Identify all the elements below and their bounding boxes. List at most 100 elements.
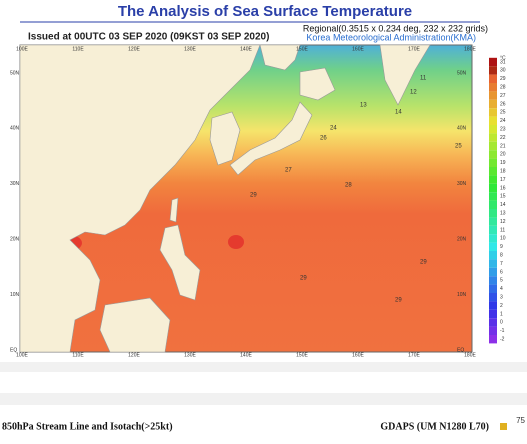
colorbar-label: 17 (500, 177, 506, 183)
colorbar-swatch (489, 242, 497, 251)
colorbar-label: 13 (500, 211, 506, 217)
lat-label: 50N (457, 70, 467, 76)
contour-label: 11 (420, 76, 427, 82)
strip (0, 393, 527, 405)
colorbar-label: 15 (500, 194, 506, 200)
taiwan (169, 197, 179, 223)
title: The Analysis of Sea Surface Temperature (118, 3, 412, 20)
colorbar-label: 1 (500, 311, 503, 317)
colorbar-label: 28 (500, 85, 506, 91)
colorbar-swatch (489, 150, 497, 159)
lat-label: 10N (457, 292, 467, 298)
lon-label: 180E (464, 46, 476, 52)
contour-label: 27 (285, 168, 292, 174)
colorbar-label: 6 (500, 269, 503, 275)
lat-label: 40N (10, 126, 20, 132)
colorbar-label: 29 (500, 76, 506, 82)
contour-label: 14 (395, 110, 402, 116)
colorbar-label: 9 (500, 244, 503, 250)
contour-label: 26 (320, 136, 327, 142)
colorbar-swatch (489, 66, 497, 75)
warm-spot (228, 235, 244, 249)
colorbar-swatch (489, 301, 497, 310)
lon-label: 120E (128, 352, 140, 358)
footer-right: GDAPS (UM N1280 L70) (380, 421, 489, 432)
colorbar-swatch (489, 192, 497, 201)
lon-label: 100E (16, 352, 28, 358)
colorbar-label: 14 (500, 202, 506, 208)
colorbar-label: 18 (500, 169, 506, 175)
lon-label: 160E (352, 352, 364, 358)
colorbar-swatch (489, 326, 497, 335)
colorbar-swatch (489, 116, 497, 125)
colorbar-swatch (489, 125, 497, 134)
lon-label: 180E (464, 352, 476, 358)
japan (229, 67, 336, 176)
colorbar-label: 20 (500, 152, 506, 158)
colorbar-swatch (489, 74, 497, 83)
map (19, 44, 473, 353)
colorbar-label: 0 (500, 320, 503, 326)
colorbar-swatch (489, 183, 497, 193)
contour-label: 29 (395, 298, 402, 304)
colorbar-label: 30 (500, 68, 506, 74)
colorbar-swatch (489, 259, 497, 268)
lat-label: EQ (457, 347, 464, 353)
colorbar-swatch (489, 108, 497, 117)
colorbar-label: 19 (500, 160, 506, 166)
colorbar-swatch (489, 335, 497, 344)
colorbar-label: 16 (500, 185, 506, 191)
colorbar-label: 26 (500, 101, 506, 107)
colorbar-swatch (489, 251, 497, 260)
issued: Issued at 00UTC 03 SEP 2020 (09KST 03 SE… (28, 32, 269, 43)
lat-label: 30N (10, 181, 20, 187)
borneo (99, 297, 171, 353)
lon-label: 140E (240, 352, 252, 358)
colorbar-label: 22 (500, 135, 506, 141)
lon-label: 100E (16, 46, 28, 52)
lon-label: 110E (72, 46, 84, 52)
lon-label: 150E (296, 352, 308, 358)
colorbar-unit: °C (500, 55, 506, 61)
colorbar-swatch (489, 225, 497, 235)
colorbar-swatch (489, 99, 497, 109)
colorbar-swatch (489, 293, 497, 302)
colorbar-label: 4 (500, 286, 503, 292)
colorbar-label: 11 (500, 227, 505, 233)
colorbar-label: 24 (500, 118, 506, 124)
lon-label: 130E (184, 352, 196, 358)
contour-label: 13 (360, 103, 367, 109)
colorbar-label: 5 (500, 278, 503, 284)
colorbar-label: 25 (500, 110, 506, 116)
colorbar-swatch (489, 167, 497, 176)
footer-left: 850hPa Stream Line and Isotach(>25kt) (2, 421, 173, 432)
colorbar-label: 12 (500, 219, 506, 225)
contour-label: 28 (345, 183, 352, 189)
colorbar-swatch (489, 175, 497, 184)
lat-label: 10N (10, 292, 20, 298)
lat-label: EQ (10, 347, 17, 353)
colorbar-label: 21 (500, 143, 506, 149)
colorbar-swatch (489, 284, 497, 293)
contour-label: 29 (420, 260, 427, 266)
agency: Korea Meteorological Administration(KMA) (306, 32, 476, 42)
page-number: 75 (516, 416, 525, 425)
colorbar-swatch (489, 217, 497, 226)
icon (500, 423, 507, 430)
contour-label: 25 (455, 144, 462, 150)
contour-label: 29 (250, 193, 257, 199)
colorbar-label: 7 (500, 261, 503, 267)
lon-label: 170E (408, 352, 420, 358)
colorbar-swatch (489, 200, 497, 209)
lat-label: 40N (457, 126, 467, 132)
lon-label: 150E (296, 46, 308, 52)
lon-label: 160E (352, 46, 364, 52)
colorbar-label: -1 (500, 328, 505, 334)
regional: Regional(0.3515 x 0.234 deg, 232 x 232 g… (303, 23, 488, 33)
colorbar-swatch (489, 91, 497, 100)
colorbar-swatch (489, 318, 497, 327)
north-land (259, 44, 431, 106)
lon-label: 120E (128, 46, 140, 52)
